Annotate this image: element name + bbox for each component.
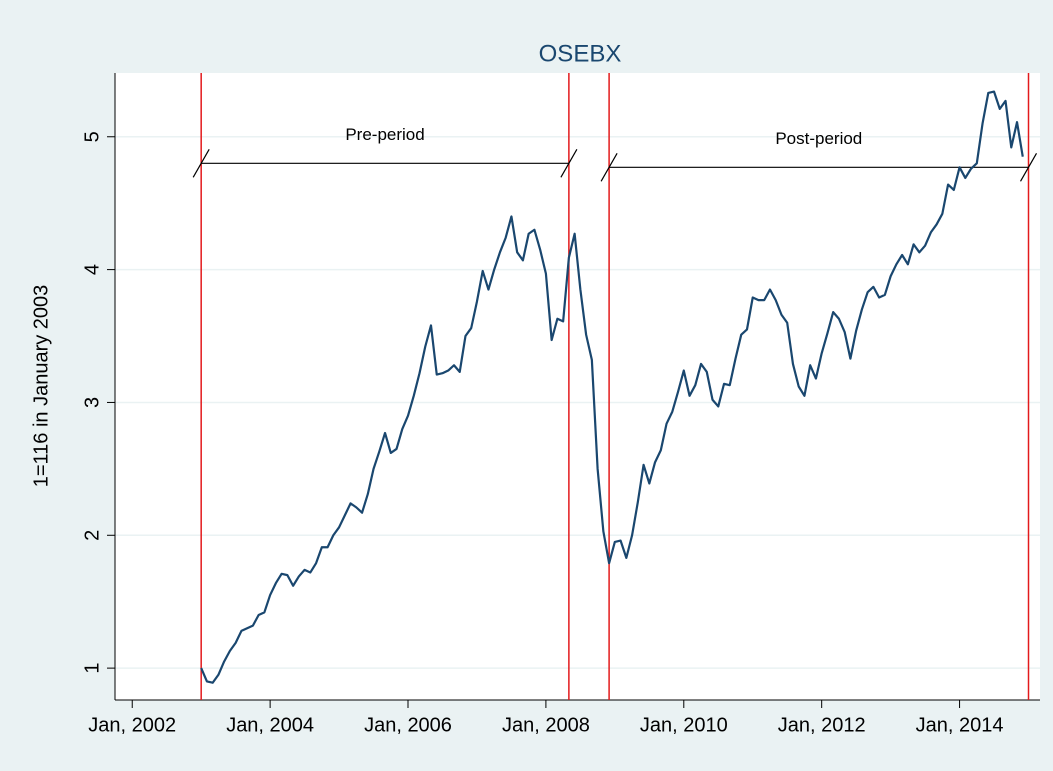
annotation: Pre-period: [345, 125, 424, 144]
x-tick-label: Jan, 2012: [778, 714, 866, 736]
x-tick-label: Jan, 2004: [226, 714, 314, 736]
bracket-end: [1019, 153, 1038, 182]
x-tick-label: Jan, 2008: [502, 714, 590, 736]
x-tick-label: Jan, 2006: [364, 714, 452, 736]
bracket-end: [560, 149, 578, 178]
x-tick-label: Jan, 2010: [640, 714, 728, 736]
data-line: [200, 90, 1024, 684]
x-tick-label: Jan, 2014: [916, 714, 1004, 736]
x-tick-label: Jan, 2002: [88, 714, 176, 736]
y-tick-label: 1: [81, 663, 103, 674]
annotation: Post-period: [775, 129, 862, 148]
y-tick-label: 3: [81, 397, 103, 408]
chart-title: OSEBX: [539, 40, 622, 67]
bracket-end: [600, 153, 618, 182]
y-tick-label: 4: [81, 264, 103, 275]
y-tick-label: 2: [81, 530, 103, 541]
bracket-end: [192, 149, 210, 178]
y-tick-label: 5: [81, 131, 103, 142]
y-axis-label: 1=116 in January 2003: [30, 285, 52, 488]
